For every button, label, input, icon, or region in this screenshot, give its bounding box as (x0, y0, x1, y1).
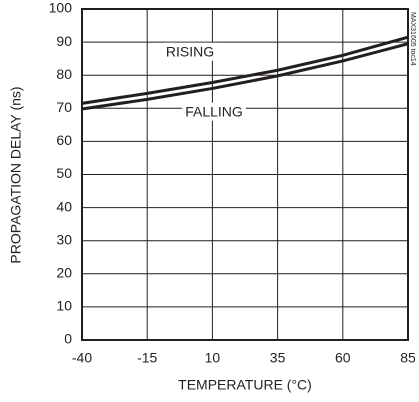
plot-frame (81, 8, 409, 341)
x-tick-label: 10 (205, 350, 221, 366)
x-tick-label: 35 (270, 350, 286, 366)
series-label: FALLING (185, 104, 243, 120)
series-label-bg (162, 42, 218, 61)
y-tick-label: 20 (56, 265, 72, 281)
y-tick-label: 60 (56, 132, 72, 148)
x-tick-label: -15 (137, 350, 157, 366)
x-tick-label: 85 (400, 350, 416, 366)
x-tick-label: 60 (335, 350, 351, 366)
y-axis-label: PROPAGATION DELAY (ns) (8, 86, 24, 263)
series-label: RISING (166, 44, 214, 60)
series-label-bg (182, 102, 246, 121)
data-line (81, 42, 409, 111)
y-tick-label: 70 (56, 99, 72, 115)
y-tick-label: 0 (64, 331, 72, 347)
y-tick-label: 80 (56, 66, 72, 82)
y-tick-label: 30 (56, 231, 72, 247)
y-tick-label: 40 (56, 198, 72, 214)
x-tick-label: -40 (72, 350, 92, 366)
y-tick-label: 100 (49, 0, 73, 16)
data-line (81, 35, 409, 105)
y-tick-label: 90 (56, 33, 72, 49)
y-tick-label: 10 (56, 298, 72, 314)
figure-id: MAX31605 toc14 (409, 12, 416, 66)
x-axis-label: TEMPERATURE (°C) (178, 377, 312, 393)
y-tick-label: 50 (56, 165, 72, 181)
